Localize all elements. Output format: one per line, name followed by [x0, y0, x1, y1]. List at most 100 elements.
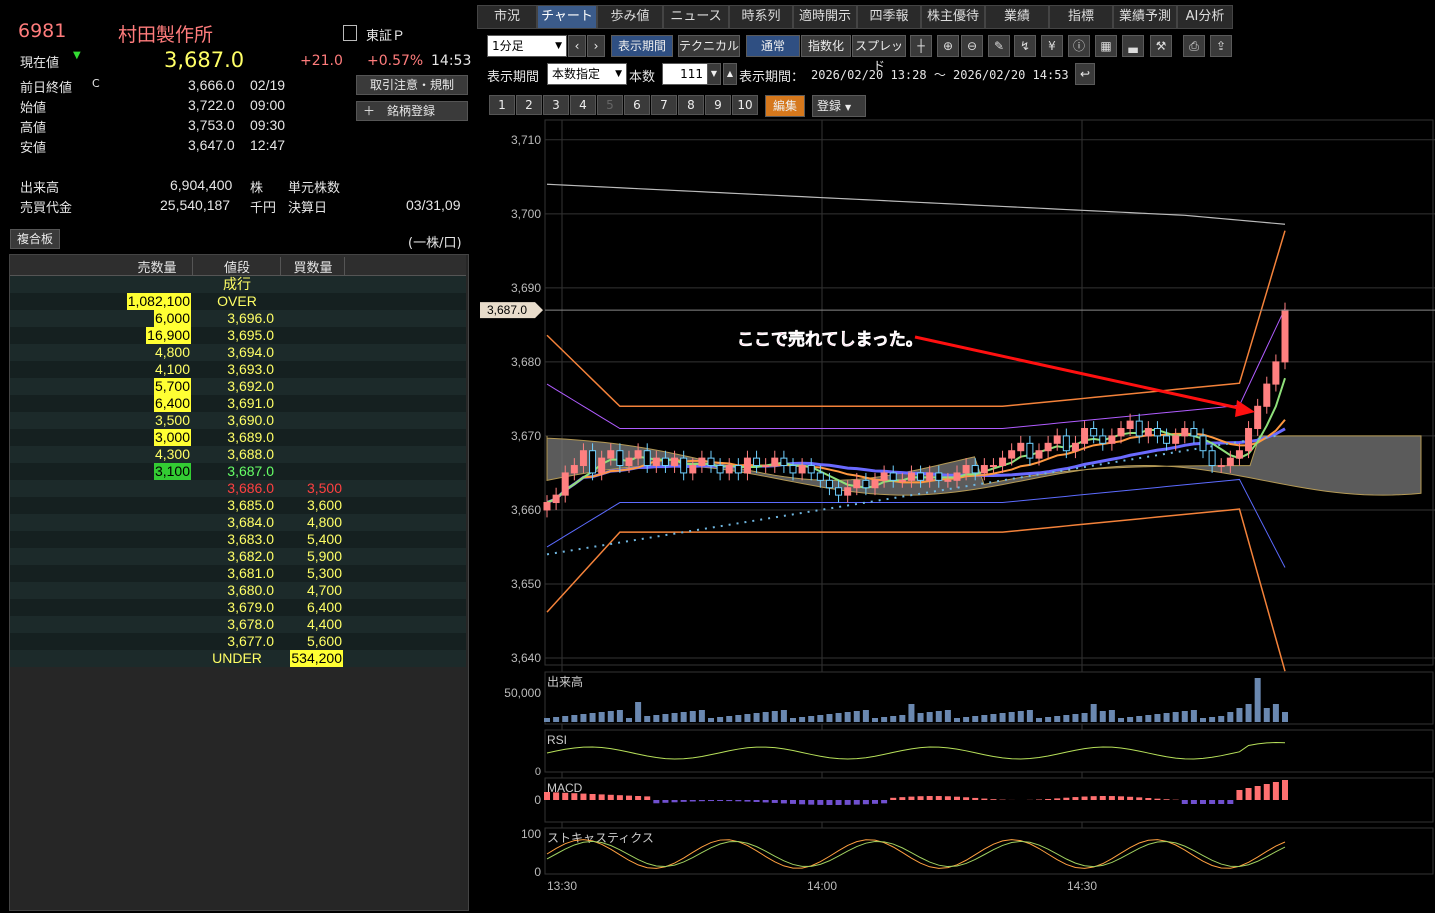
register-stock-button[interactable]: ＋ 銘柄登録 [356, 101, 468, 121]
volume-bar [862, 710, 869, 722]
bollinger-lower-2 [546, 508, 1286, 672]
macd-bar [708, 800, 714, 802]
pencil-icon[interactable]: ✎ [988, 35, 1010, 57]
volume-label: 出来高 [20, 181, 60, 196]
price-chart[interactable]: 3,710 3,700 3,690 3,680 3,670 3,660 3,650 3,640… [475, 0, 1435, 913]
info-icon[interactable]: ⓘ [1068, 35, 1090, 57]
print-icon[interactable]: ⎙ [1183, 35, 1205, 57]
tab-10[interactable]: 業績予測 [1113, 5, 1177, 29]
order-book-row[interactable]: 4,100 3,693.0 [10, 361, 466, 378]
tab-6[interactable]: 四季報 [857, 5, 921, 29]
order-book-row[interactable]: 16,900 3,695.0 [10, 327, 466, 344]
order-book-row[interactable]: 5,700 3,692.0 [10, 378, 466, 395]
reset-range-icon[interactable]: ↩ [1075, 63, 1095, 85]
layout-tab-5[interactable]: 5 [597, 95, 623, 115]
timeframe-select[interactable]: 1分足 ▼ [487, 35, 567, 57]
order-book-row[interactable]: 3,100 3,687.0 [10, 463, 466, 480]
export-icon[interactable]: ⇪ [1210, 35, 1232, 57]
tab-0[interactable]: 市況 [477, 5, 537, 29]
count-input[interactable]: 111 [662, 63, 708, 85]
order-book-row[interactable]: 3,500 3,690.0 [10, 412, 466, 429]
order-book-row[interactable]: 6,400 3,691.0 [10, 395, 466, 412]
layout-tab-10[interactable]: 10 [732, 95, 758, 115]
order-book-row[interactable]: 3,000 3,689.0 [10, 429, 466, 446]
macd-bar [844, 800, 851, 805]
tab-8[interactable]: 業績 [985, 5, 1049, 29]
memo-icon[interactable] [343, 25, 357, 41]
order-book-row[interactable]: 成行 [10, 276, 466, 293]
prev-button[interactable]: ‹ [568, 35, 586, 57]
order-book-row[interactable]: 3,678.0 4,400 [10, 616, 466, 633]
order-book-row[interactable]: 1,082,100 OVER [10, 293, 466, 310]
macd-bar [1181, 800, 1188, 804]
wrench-icon[interactable]: ⚒ [1150, 35, 1172, 57]
y-tick-label: 3,640 [511, 651, 541, 665]
price: 3,691.0 [227, 395, 274, 411]
macd-tick: 0 [534, 793, 541, 807]
stoch-tick-high: 100 [521, 827, 541, 841]
order-book-row[interactable]: 3,677.0 5,600 [10, 633, 466, 650]
volume-bar [744, 714, 751, 722]
order-book-row[interactable]: 4,800 3,694.0 [10, 344, 466, 361]
chevron-down-icon: ▼ [555, 41, 562, 51]
normal-mode-button[interactable]: 通常 [746, 35, 800, 57]
tab-5[interactable]: 適時開示 [793, 5, 857, 29]
volume-bar [881, 717, 888, 722]
spread-mode-button[interactable]: スプレッド [852, 35, 906, 73]
layout-tab-7[interactable]: 7 [651, 95, 677, 115]
order-book-row[interactable]: 3,681.0 5,300 [10, 565, 466, 582]
my-chart-icon[interactable]: ▦ [1095, 35, 1117, 57]
count-up-button[interactable]: ▲ [723, 63, 737, 85]
tab-2[interactable]: 歩み値 [597, 5, 663, 29]
layout-tab-9[interactable]: 9 [705, 95, 731, 115]
order-book-row[interactable]: 3,685.0 3,600 [10, 497, 466, 514]
volume-bar [790, 718, 796, 722]
zoom-in-icon[interactable]: ⊕ [937, 35, 959, 57]
period-mode-select[interactable]: 本数指定 ▼ [547, 63, 627, 85]
volume-bar [1026, 710, 1033, 722]
stoch-k-line [546, 839, 1286, 869]
tab-1[interactable]: チャート [537, 5, 597, 29]
tab-9[interactable]: 指標 [1049, 5, 1113, 29]
macd-bar [1108, 796, 1115, 800]
order-book-row[interactable]: 4,300 3,688.0 [10, 446, 466, 463]
count-down-button[interactable]: ▼ [707, 63, 721, 85]
zoom-out-icon[interactable]: ⊖ [961, 35, 983, 57]
layout-tab-2[interactable]: 2 [516, 95, 542, 115]
order-book-row[interactable]: 6,000 3,696.0 [10, 310, 466, 327]
trade-notice-button[interactable]: 取引注意・規制 [356, 75, 468, 95]
order-book-row[interactable]: 3,682.0 5,900 [10, 548, 466, 565]
area-chart-icon[interactable]: ▃ [1122, 35, 1144, 57]
order-book-row[interactable]: 3,680.0 4,700 [10, 582, 466, 599]
tab-11[interactable]: AI分析 [1177, 5, 1233, 29]
candle [926, 472, 934, 481]
tab-7[interactable]: 株主優待 [921, 5, 985, 29]
order-book-row[interactable]: 3,679.0 6,400 [10, 599, 466, 616]
tab-4[interactable]: 時系列 [729, 5, 793, 29]
index-mode-button[interactable]: 指数化 [801, 35, 851, 57]
layout-tab-3[interactable]: 3 [543, 95, 569, 115]
x-tick-label: 14:30 [1067, 879, 1097, 893]
technical-button[interactable]: テクニカル [678, 35, 740, 57]
layout-tab-6[interactable]: 6 [624, 95, 650, 115]
register-layout-button[interactable]: 登録 ▼ [812, 95, 866, 117]
crosshair-icon[interactable]: ┼ [910, 35, 932, 57]
order-book-row[interactable]: 3,686.0 3,500 [10, 480, 466, 497]
layout-tab-8[interactable]: 8 [678, 95, 704, 115]
tab-3[interactable]: ニュース [663, 5, 729, 29]
order-book-row[interactable]: UNDER 534,200 [10, 650, 466, 667]
period-button[interactable]: 表示期間 [611, 35, 673, 57]
tab-orderbook[interactable]: 複合板 [10, 229, 60, 249]
order-book-row[interactable]: 3,683.0 5,400 [10, 531, 466, 548]
layout-tab-1[interactable]: 1 [489, 95, 515, 115]
order-book-row[interactable]: 3,684.0 4,800 [10, 514, 466, 531]
candle [543, 502, 551, 511]
macd-bar [1209, 800, 1216, 804]
yen-icon[interactable]: ¥ [1041, 35, 1063, 57]
edit-button[interactable]: 編集 [765, 95, 805, 117]
next-button[interactable]: › [587, 35, 605, 57]
line-chart-icon[interactable]: ↯ [1014, 35, 1036, 57]
candle [1190, 428, 1198, 437]
layout-tab-4[interactable]: 4 [570, 95, 596, 115]
candle [935, 472, 943, 481]
